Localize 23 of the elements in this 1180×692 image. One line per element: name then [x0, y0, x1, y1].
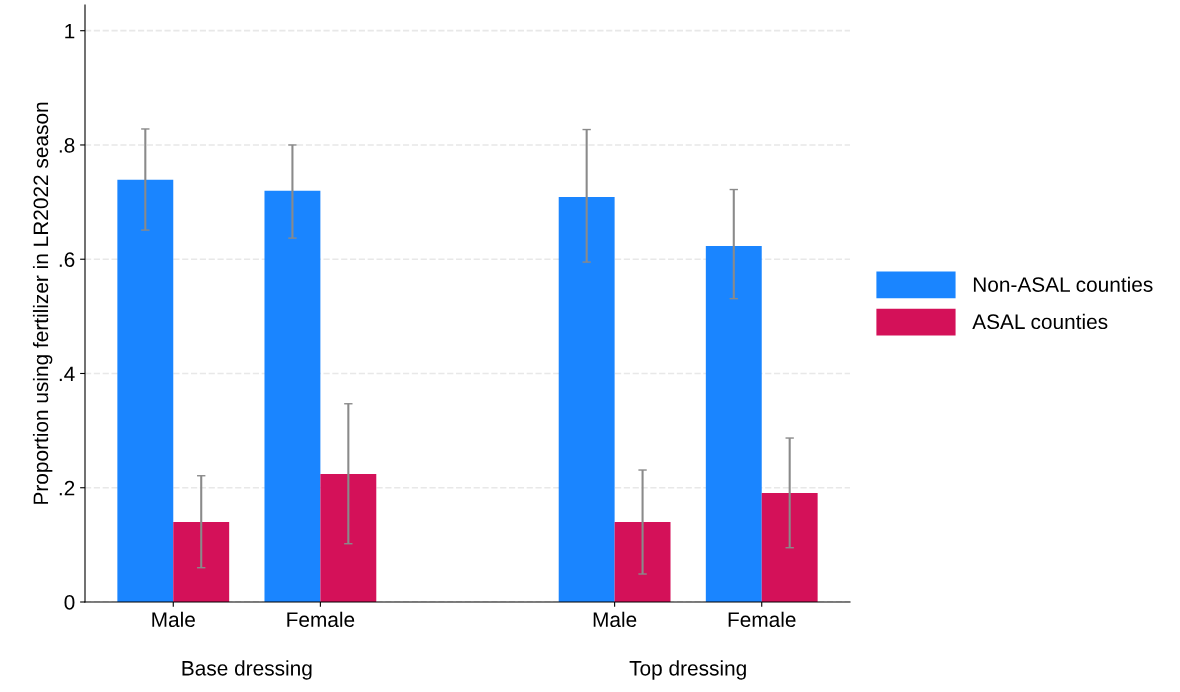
bar	[614, 522, 671, 602]
text: Base dressing	[182, 660, 312, 680]
y-tick-label: .8	[59, 137, 75, 153]
bar	[320, 474, 377, 602]
y-tick-label: 1	[65, 23, 75, 39]
y-tick-label: .6	[59, 252, 75, 267]
y-tick-label: 0	[64, 595, 75, 610]
y-tick-label: .2	[59, 480, 75, 496]
text: Top dressing	[629, 660, 746, 680]
legend-label: Non-ASAL counties	[973, 276, 1153, 292]
y-axis-title: Proportion using fertilizer in LR2022 season	[32, 102, 53, 504]
bar	[705, 246, 762, 602]
legend-label: ASAL counties	[972, 313, 1108, 330]
bar	[264, 190, 321, 602]
bar	[558, 196, 615, 602]
x-tick-label: Male	[152, 611, 195, 628]
bar	[117, 179, 174, 602]
y-tick-label: .4	[59, 366, 75, 382]
bar	[173, 522, 230, 602]
x-tick-label: Female	[728, 611, 796, 628]
x-tick-label: Female	[287, 611, 355, 628]
bar	[761, 492, 818, 602]
x-tick-label: Male	[593, 611, 637, 628]
